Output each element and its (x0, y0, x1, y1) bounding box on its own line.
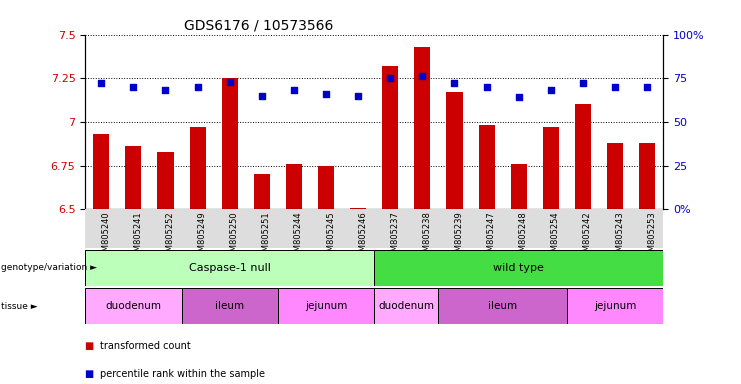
Point (96, 80, 107, 86)
Text: GSM805254: GSM805254 (551, 211, 559, 262)
Text: ■: ■ (85, 369, 98, 379)
Text: percentile rank within the sample: percentile rank within the sample (100, 369, 265, 379)
Bar (222, 78, 238, 209)
Bar (607, 143, 623, 209)
Point (641, 84, 653, 90)
Bar (414, 47, 431, 209)
Bar (639, 143, 655, 209)
Text: duodenum: duodenum (105, 301, 162, 311)
Text: GSM805237: GSM805237 (391, 211, 399, 262)
Point (159, 88, 171, 94)
Text: GSM805240: GSM805240 (102, 211, 110, 262)
Bar (253, 174, 270, 209)
Bar (190, 127, 205, 209)
Text: ■: ■ (85, 341, 98, 351)
Text: GSM805241: GSM805241 (133, 211, 142, 262)
Text: GSM805246: GSM805246 (358, 211, 367, 262)
Text: GSM805243: GSM805243 (615, 211, 624, 262)
Bar (542, 127, 559, 209)
Bar (318, 166, 334, 209)
Text: tissue ►: tissue ► (1, 302, 37, 311)
Text: GSM805245: GSM805245 (326, 211, 335, 262)
Text: GSM805242: GSM805242 (583, 211, 592, 262)
Text: GSM805253: GSM805253 (647, 211, 656, 262)
Bar (85, 288, 182, 324)
Point (481, 84, 493, 90)
Point (224, 79, 236, 85)
Text: transformed count: transformed count (100, 341, 190, 351)
Bar (446, 92, 462, 209)
Point (288, 88, 300, 94)
Text: Caspase-1 null: Caspase-1 null (189, 263, 270, 273)
Point (385, 75, 396, 81)
Bar (382, 66, 399, 209)
Bar (93, 134, 110, 209)
Text: wild type: wild type (494, 263, 544, 273)
Text: GSM805247: GSM805247 (487, 211, 496, 262)
Point (127, 84, 139, 90)
Text: ileum: ileum (215, 301, 245, 311)
Bar (125, 146, 142, 209)
Point (609, 84, 621, 90)
Bar (85, 250, 374, 286)
Text: GSM805251: GSM805251 (262, 211, 270, 262)
Bar (350, 207, 366, 209)
Text: GSM805238: GSM805238 (422, 211, 431, 262)
Text: duodenum: duodenum (379, 301, 434, 311)
Bar (575, 104, 591, 209)
Point (448, 80, 460, 86)
Text: GSM805239: GSM805239 (454, 211, 463, 262)
Bar (374, 250, 663, 286)
Text: jejunum: jejunum (305, 301, 348, 311)
Text: genotype/variation ►: genotype/variation ► (1, 263, 97, 272)
Point (416, 73, 428, 79)
Text: GSM805244: GSM805244 (294, 211, 303, 262)
Bar (374, 288, 439, 324)
Text: GSM805252: GSM805252 (165, 211, 174, 262)
Bar (182, 288, 278, 324)
Bar (479, 126, 495, 209)
Text: ileum: ileum (488, 301, 517, 311)
Bar (278, 288, 374, 324)
Bar (286, 164, 302, 209)
Text: GSM805249: GSM805249 (198, 211, 207, 262)
Point (320, 91, 332, 97)
Point (577, 80, 589, 86)
Point (513, 94, 525, 101)
Point (352, 93, 364, 99)
Point (256, 93, 268, 99)
Point (192, 84, 204, 90)
Point (545, 88, 556, 94)
Text: GSM805248: GSM805248 (519, 211, 528, 262)
Bar (511, 164, 527, 209)
Bar (567, 288, 663, 324)
Bar (157, 152, 173, 209)
Text: jejunum: jejunum (594, 301, 637, 311)
Title: GDS6176 / 10573566: GDS6176 / 10573566 (184, 18, 333, 32)
Text: GSM805250: GSM805250 (230, 211, 239, 262)
Bar (439, 288, 567, 324)
